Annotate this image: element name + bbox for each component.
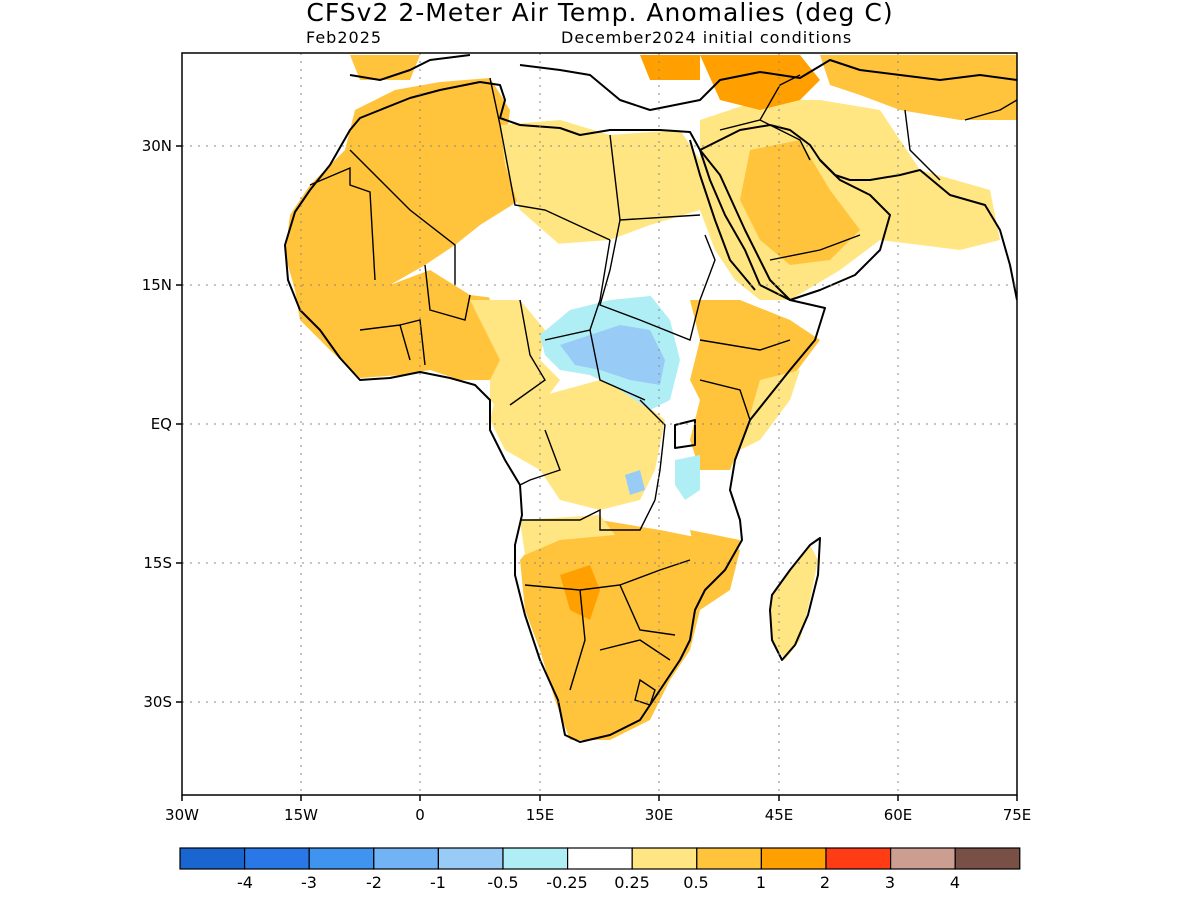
lon-label-30w: 30W (165, 806, 199, 824)
lon-label-15w: 15W (284, 806, 318, 824)
colorbar-label: 1 (755, 873, 767, 892)
anomaly-horn-light (740, 370, 800, 450)
persian-gulf (819, 159, 1017, 301)
gridlines (182, 53, 1017, 795)
anomaly-nigeria (470, 300, 560, 420)
colorbar-swatch (954, 847, 1021, 870)
colorbar-label: -3 (301, 873, 317, 892)
anomaly-cool-patch (625, 470, 645, 495)
colorbar-label: -0.25 (546, 873, 588, 892)
lat-label-30n: 30N (141, 137, 172, 155)
lat-label-eq: EQ (150, 415, 172, 433)
anomaly-west-africa (295, 270, 530, 380)
colorbar-label: 0.25 (614, 873, 650, 892)
colorbar-label: 2 (819, 873, 831, 892)
colorbar-swatch (825, 847, 892, 870)
lon-label-0: 0 (415, 806, 425, 824)
anomaly-cool-patch2 (675, 455, 700, 500)
anomaly-gabon (490, 395, 545, 470)
lat-label-30s: 30S (143, 693, 172, 711)
coastlines (284, 54, 1017, 743)
lake-victoria (674, 419, 696, 449)
colorbar (179, 847, 1021, 870)
anomaly-turkey-iran (700, 55, 820, 110)
colorbar-swatch (179, 847, 246, 870)
lon-label-15e: 15E (525, 806, 555, 824)
lat-label-15s: 15S (143, 554, 172, 572)
lon-label-60e: 60E (883, 806, 913, 824)
country-borders (309, 74, 1017, 706)
valid-month-subtitle: Feb2025 (306, 28, 383, 47)
colorbar-swatch (631, 847, 698, 870)
anomaly-europe-south (640, 55, 700, 80)
red-sea-west (689, 139, 756, 291)
map-content (182, 53, 1017, 795)
colorbar-label: -1 (430, 873, 446, 892)
lon-label-30e: 30E (644, 806, 674, 824)
madagascar-coastline (769, 537, 821, 661)
tick-marks (176, 145, 1018, 801)
med-north (349, 54, 1017, 111)
colorbar-swatch (502, 847, 569, 870)
colorbar-label: -0.5 (487, 873, 519, 892)
colorbar-swatch (566, 847, 633, 870)
lat-label-15n: 15N (141, 276, 172, 294)
colorbar-label: -2 (366, 873, 382, 892)
colorbar-label: 0.5 (683, 873, 709, 892)
anomaly-libya-egypt (500, 120, 700, 245)
colorbar-swatch (437, 847, 504, 870)
anomaly-iberia (350, 55, 420, 80)
anomaly-horn (690, 300, 820, 470)
lon-label-75e: 75E (1002, 806, 1032, 824)
colorbar-swatch (760, 847, 827, 870)
anomaly-madagascar (770, 545, 818, 660)
anomaly-neutral-chad (540, 225, 700, 300)
colorbar-swatch (373, 847, 439, 870)
anomaly-angola-light (520, 515, 615, 555)
colorbar-label: 4 (949, 873, 961, 892)
colorbar-label: -4 (237, 873, 253, 892)
colorbar-swatch (696, 847, 762, 870)
initial-conditions-subtitle: December2024 initial conditions (561, 28, 853, 47)
anomaly-arabia-warm (740, 140, 860, 265)
colorbar-swatch (244, 847, 310, 870)
colorbar-label: 3 (884, 873, 896, 892)
anomaly-neutral-niger (480, 255, 540, 300)
anomaly-cool-core (560, 325, 665, 385)
colorbar-swatch (308, 847, 375, 870)
lon-label-45e: 45E (764, 806, 794, 824)
arabia-coastline (699, 124, 891, 301)
anomaly-north-africa (285, 78, 520, 305)
colorbar-swatch (889, 847, 956, 870)
chart-title: CFSv2 2-Meter Air Temp. Anomalies (deg C… (306, 0, 894, 27)
africa-coastline (284, 81, 826, 743)
